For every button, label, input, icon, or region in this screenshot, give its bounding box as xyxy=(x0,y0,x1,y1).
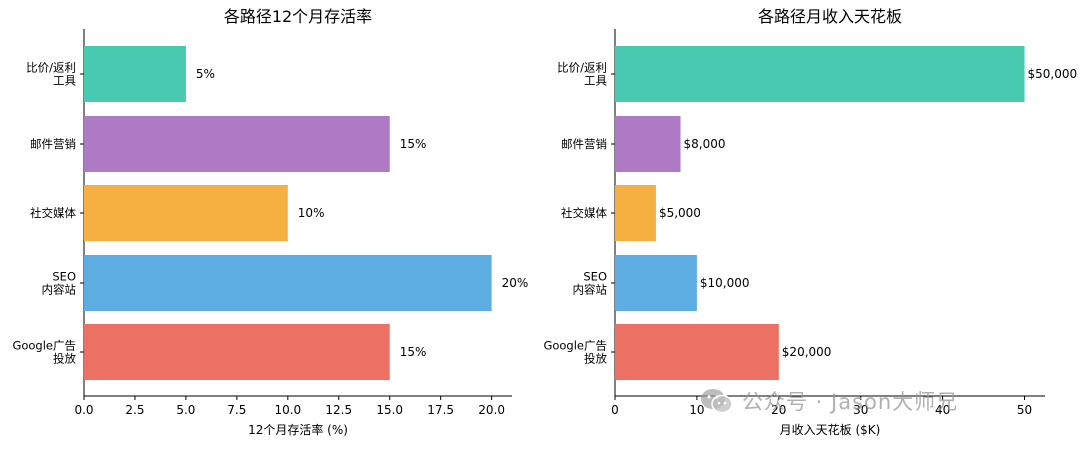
chart-title: 各路径月收入天花板 xyxy=(758,7,902,26)
bar xyxy=(84,116,390,172)
x-tick-label: 20 xyxy=(771,403,786,417)
bar xyxy=(615,255,697,311)
category-label: 工具 xyxy=(53,74,76,88)
x-tick-label: 10.0 xyxy=(274,403,301,417)
x-tick-label: 20.0 xyxy=(478,403,505,417)
wechat-icon xyxy=(701,389,733,414)
data-label: $5,000 xyxy=(659,206,701,220)
bar xyxy=(615,116,681,172)
category-label: SEO xyxy=(52,270,76,284)
category-label: 邮件营销 xyxy=(561,137,607,151)
data-label: 5% xyxy=(196,67,215,81)
x-tick-label: 0 xyxy=(611,403,619,417)
chart-title: 各路径12个月存活率 xyxy=(224,7,372,26)
x-axis-title: 月收入天花板 ($K) xyxy=(780,422,881,437)
category-label: 投放 xyxy=(584,352,607,366)
bar xyxy=(84,46,186,102)
x-tick-label: 12.5 xyxy=(325,403,352,417)
watermark: 公众号 · Jason大师兄 xyxy=(700,386,958,416)
x-tick-label: 5.0 xyxy=(176,403,195,417)
category-label: 社交媒体 xyxy=(30,206,76,220)
category-label: 工具 xyxy=(584,74,607,88)
data-label: $10,000 xyxy=(700,276,750,290)
category-label: 比价/返利 xyxy=(26,61,76,75)
x-tick-label: 17.5 xyxy=(427,403,454,417)
x-tick-label: 10 xyxy=(689,403,704,417)
x-tick-label: 15.0 xyxy=(376,403,403,417)
category-label: 邮件营销 xyxy=(30,137,76,151)
category-label: Google广告 xyxy=(12,339,76,353)
bar xyxy=(84,185,288,241)
data-label: $20,000 xyxy=(782,345,832,359)
data-label: $50,000 xyxy=(1028,67,1078,81)
x-tick-label: 0.0 xyxy=(74,403,93,417)
data-label: 10% xyxy=(298,206,325,220)
x-tick-label: 50 xyxy=(1017,403,1032,417)
category-label: 投放 xyxy=(53,352,76,366)
category-label: 内容站 xyxy=(573,283,608,297)
bar xyxy=(615,324,779,380)
watermark-text: 公众号 · Jason大师兄 xyxy=(742,390,959,414)
bar xyxy=(615,46,1025,102)
x-tick-label: 7.5 xyxy=(227,403,246,417)
x-axis-title: 12个月存活率 (%) xyxy=(248,422,348,437)
category-label: SEO xyxy=(583,270,607,284)
data-label: 15% xyxy=(400,137,427,151)
x-tick-label: 30 xyxy=(853,403,868,417)
x-tick-label: 40 xyxy=(935,403,950,417)
bar xyxy=(615,185,656,241)
category-label: 比价/返利 xyxy=(557,61,607,75)
category-label: 内容站 xyxy=(42,283,77,297)
data-label: $8,000 xyxy=(684,137,726,151)
data-label: 20% xyxy=(502,276,529,290)
data-label: 15% xyxy=(400,345,427,359)
category-label: Google广告 xyxy=(543,339,607,353)
bar xyxy=(84,324,390,380)
category-label: 社交媒体 xyxy=(561,206,607,220)
x-tick-label: 2.5 xyxy=(125,403,144,417)
bar xyxy=(84,255,492,311)
